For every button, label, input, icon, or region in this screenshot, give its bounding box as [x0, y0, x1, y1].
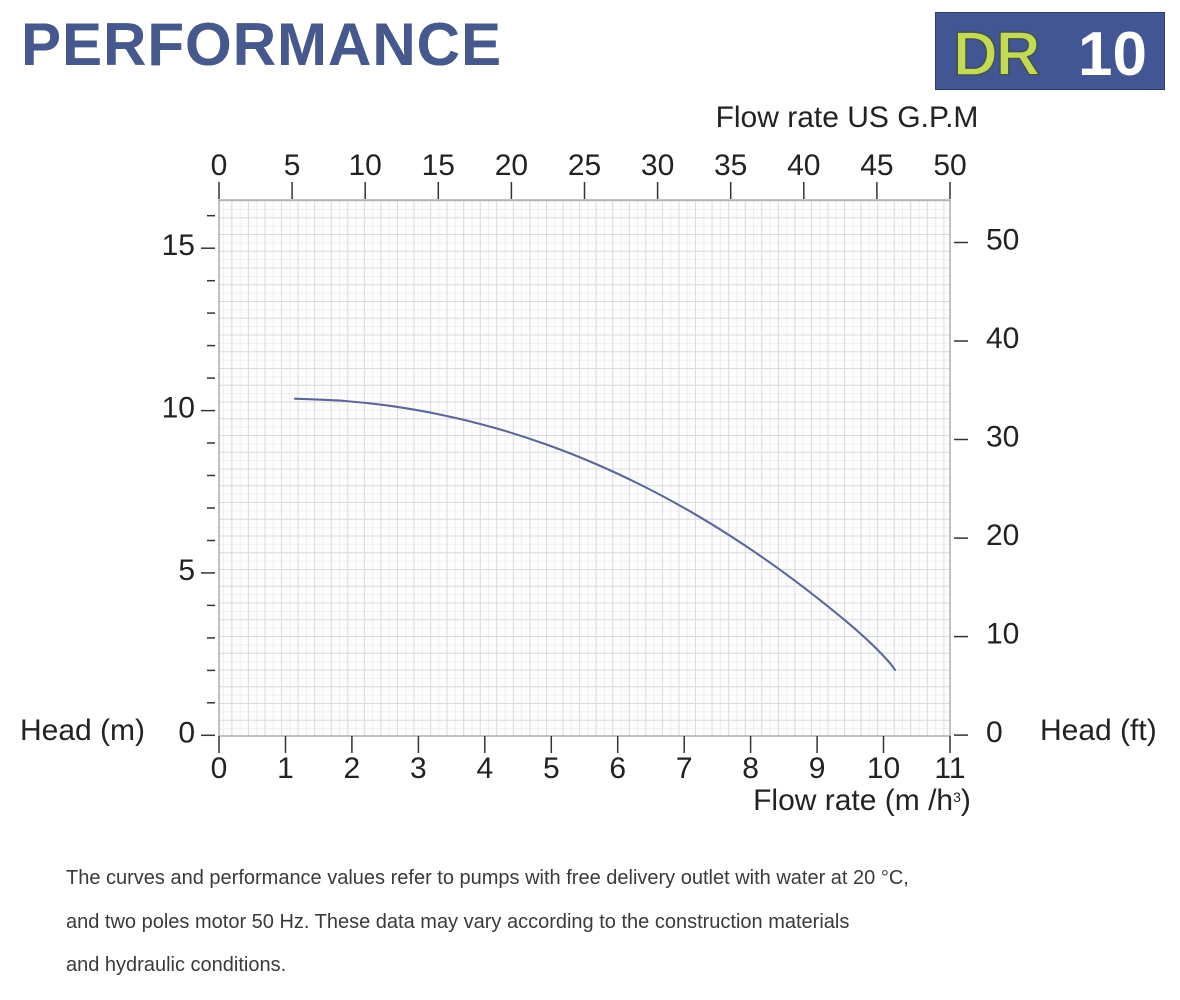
svg-text:Head (ft): Head (ft) — [1040, 714, 1157, 747]
svg-text:0: 0 — [178, 716, 195, 749]
svg-text:10: 10 — [867, 752, 900, 785]
svg-text:3: 3 — [410, 752, 427, 785]
svg-text:11: 11 — [934, 752, 965, 785]
svg-text:Head (m): Head (m) — [20, 714, 145, 747]
svg-text:15: 15 — [162, 229, 195, 262]
svg-text:40: 40 — [986, 322, 1019, 355]
svg-text:8: 8 — [742, 752, 759, 785]
svg-text:5: 5 — [543, 752, 560, 785]
svg-text:0: 0 — [986, 716, 1003, 749]
svg-text:30: 30 — [641, 149, 674, 182]
svg-text:5: 5 — [178, 554, 195, 587]
svg-text:30: 30 — [986, 421, 1019, 454]
svg-text:5: 5 — [284, 149, 301, 182]
svg-text:35: 35 — [714, 149, 747, 182]
svg-text:Flow rate (m /h3): Flow rate (m /h3) — [753, 784, 971, 817]
svg-text:10: 10 — [986, 618, 1019, 651]
svg-text:6: 6 — [609, 752, 626, 785]
svg-text:40: 40 — [787, 149, 820, 182]
svg-text:20: 20 — [986, 519, 1019, 552]
svg-text:7: 7 — [676, 752, 693, 785]
svg-text:20: 20 — [495, 149, 528, 182]
svg-text:0: 0 — [211, 149, 228, 182]
svg-text:50: 50 — [986, 224, 1019, 257]
svg-text:Flow rate US G.P.M: Flow rate US G.P.M — [716, 101, 979, 134]
svg-text:45: 45 — [860, 149, 893, 182]
svg-text:9: 9 — [809, 752, 826, 785]
svg-text:2: 2 — [344, 752, 361, 785]
svg-text:1: 1 — [277, 752, 294, 785]
svg-text:10: 10 — [162, 392, 195, 425]
svg-text:10: 10 — [349, 149, 382, 182]
svg-text:0: 0 — [211, 752, 228, 785]
svg-text:50: 50 — [933, 149, 966, 182]
svg-text:4: 4 — [476, 752, 493, 785]
svg-text:25: 25 — [568, 149, 601, 182]
svg-text:15: 15 — [422, 149, 455, 182]
